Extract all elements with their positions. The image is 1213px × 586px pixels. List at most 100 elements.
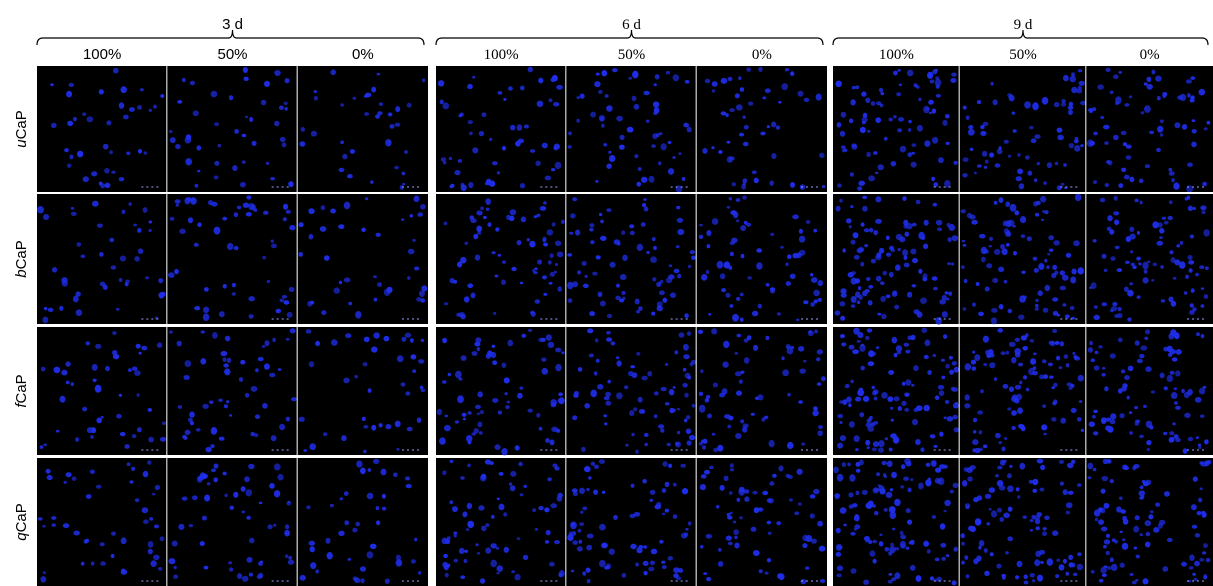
nucleus-dot bbox=[109, 150, 113, 155]
nucleus-dot bbox=[967, 476, 973, 482]
nucleus-dot bbox=[1181, 388, 1185, 394]
nucleus-dot bbox=[782, 369, 789, 377]
nucleus-dot bbox=[413, 195, 420, 203]
nucleus-dot bbox=[856, 300, 861, 305]
nucleus-dot bbox=[894, 572, 901, 580]
nucleus-dot bbox=[1131, 580, 1137, 585]
nucleus-dot bbox=[581, 446, 586, 452]
nucleus-dot bbox=[664, 402, 670, 406]
nucleus-dot bbox=[649, 498, 653, 502]
nucleus-dot bbox=[1170, 392, 1178, 399]
nucleus-dot bbox=[1111, 538, 1116, 543]
nucleus-dot bbox=[702, 445, 706, 450]
nucleus-dot bbox=[979, 233, 986, 239]
nucleus-dot bbox=[1191, 141, 1197, 148]
nucleus-dot bbox=[1062, 489, 1068, 496]
nucleus-dot bbox=[810, 302, 815, 307]
nucleus-dot bbox=[744, 496, 750, 503]
nucleus-dot bbox=[567, 534, 572, 539]
nucleus-dot bbox=[643, 432, 649, 437]
nucleus-dot bbox=[698, 234, 704, 239]
nucleus-dot bbox=[577, 528, 582, 533]
nucleus-dot bbox=[352, 96, 357, 100]
nucleus-dot bbox=[544, 507, 550, 513]
nucleus-dot bbox=[80, 254, 86, 259]
nucleus-dot bbox=[364, 197, 369, 201]
nucleus-dot bbox=[192, 110, 199, 117]
nucleus-dot bbox=[1072, 352, 1076, 355]
nucleus-dot bbox=[996, 507, 1003, 513]
nucleus-dot bbox=[997, 465, 1003, 470]
nucleus-dot bbox=[711, 81, 718, 87]
nucleus-dot bbox=[920, 236, 926, 240]
nucleus-dot bbox=[113, 67, 119, 74]
nucleus-dot bbox=[703, 572, 708, 575]
nucleus-dot bbox=[841, 148, 848, 153]
nucleus-dot bbox=[213, 477, 218, 483]
nucleus-dot bbox=[923, 219, 929, 226]
nucleus-dot bbox=[888, 117, 893, 122]
nucleus-dot bbox=[497, 91, 503, 95]
nucleus-dot bbox=[933, 444, 938, 448]
nucleus-dot bbox=[839, 400, 844, 404]
nucleus-dot bbox=[549, 253, 554, 259]
nucleus-dot bbox=[1069, 305, 1075, 311]
nucleus-dot bbox=[53, 366, 61, 374]
nucleus-dot bbox=[404, 332, 412, 338]
nucleus-dot bbox=[888, 370, 895, 375]
nucleus-dot bbox=[636, 181, 642, 187]
nucleus-dot bbox=[598, 212, 603, 217]
nucleus-dot bbox=[1166, 537, 1173, 543]
nucleus-dot bbox=[1072, 572, 1078, 577]
nucleus-dot bbox=[1140, 345, 1148, 351]
nucleus-dot bbox=[840, 293, 847, 298]
nucleus-dot bbox=[1144, 105, 1151, 113]
nucleus-dot bbox=[160, 436, 167, 442]
nucleus-dot bbox=[1020, 425, 1026, 432]
nucleus-dot bbox=[598, 89, 603, 94]
nucleus-dot bbox=[147, 541, 154, 548]
nucleus-dot bbox=[980, 124, 985, 130]
nucleus-dot bbox=[112, 331, 117, 336]
nucleus-dot bbox=[883, 507, 888, 512]
nucleus-dot bbox=[556, 495, 563, 502]
nucleus-dot bbox=[519, 183, 526, 189]
nucleus-dot bbox=[1093, 314, 1100, 321]
nucleus-dot bbox=[1067, 462, 1074, 469]
nucleus-dot bbox=[964, 403, 971, 409]
nucleus-dot bbox=[850, 531, 856, 536]
nucleus-dot bbox=[1078, 400, 1083, 403]
nucleus-dot bbox=[1139, 200, 1143, 205]
nucleus-dot bbox=[453, 533, 457, 538]
nucleus-dot bbox=[1164, 491, 1170, 497]
row-label-prefix: q bbox=[13, 532, 30, 541]
nucleus-dot bbox=[905, 508, 911, 514]
nucleus-dot bbox=[822, 185, 826, 189]
nucleus-dot bbox=[169, 330, 173, 334]
nucleus-dot bbox=[628, 76, 632, 80]
nucleus-dot bbox=[305, 329, 312, 334]
nucleus-dot bbox=[837, 183, 842, 188]
nucleus-dot bbox=[249, 117, 254, 122]
nucleus-dot bbox=[1106, 459, 1112, 464]
nucleus-dot bbox=[621, 230, 626, 235]
nucleus-dot bbox=[843, 523, 847, 527]
nucleus-dot bbox=[983, 548, 988, 553]
nucleus-dot bbox=[616, 360, 622, 367]
nucleus-dot bbox=[1156, 147, 1161, 153]
nucleus-dot bbox=[996, 148, 1003, 155]
nucleus-dot bbox=[481, 112, 487, 117]
nucleus-dot bbox=[1127, 289, 1134, 297]
nucleus-dot bbox=[872, 441, 880, 447]
nucleus-dot bbox=[1134, 421, 1140, 426]
nucleus-dot bbox=[569, 213, 576, 219]
nucleus-dot bbox=[651, 311, 656, 316]
nucleus-dot bbox=[647, 371, 653, 377]
nucleus-dot bbox=[1134, 340, 1140, 346]
nucleus-dot bbox=[367, 388, 372, 393]
nucleus-dot bbox=[871, 447, 878, 452]
micrograph-panel-fcap-6d-100pct bbox=[436, 327, 568, 456]
nucleus-dot bbox=[865, 422, 871, 428]
nucleus-dot bbox=[203, 565, 209, 570]
nucleus-dot bbox=[878, 440, 885, 448]
